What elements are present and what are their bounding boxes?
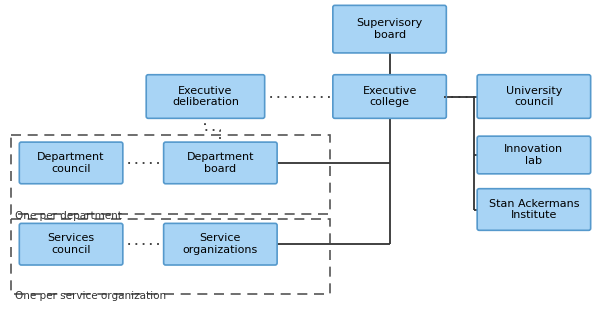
Text: Executive
college: Executive college <box>362 86 417 107</box>
Text: Supervisory
board: Supervisory board <box>356 18 423 40</box>
Text: University
council: University council <box>506 86 562 107</box>
FancyBboxPatch shape <box>477 136 590 174</box>
FancyBboxPatch shape <box>19 142 123 184</box>
FancyBboxPatch shape <box>333 75 446 118</box>
Text: Stan Ackermans
Institute: Stan Ackermans Institute <box>488 199 579 220</box>
FancyBboxPatch shape <box>146 75 265 118</box>
Text: Department
council: Department council <box>37 152 105 174</box>
FancyBboxPatch shape <box>477 189 590 230</box>
Bar <box>11 135 330 215</box>
FancyBboxPatch shape <box>164 142 277 184</box>
Text: Innovation
lab: Innovation lab <box>505 144 563 166</box>
Bar <box>11 219 330 294</box>
FancyBboxPatch shape <box>164 224 277 265</box>
Text: Executive
deliberation: Executive deliberation <box>172 86 239 107</box>
Text: One per department: One per department <box>16 211 122 221</box>
Text: Services
council: Services council <box>47 233 95 255</box>
FancyBboxPatch shape <box>477 75 590 118</box>
Text: Service
organizations: Service organizations <box>183 233 258 255</box>
Text: One per service organization: One per service organization <box>16 291 166 301</box>
FancyBboxPatch shape <box>333 5 446 53</box>
Text: Department
board: Department board <box>187 152 254 174</box>
FancyBboxPatch shape <box>19 224 123 265</box>
